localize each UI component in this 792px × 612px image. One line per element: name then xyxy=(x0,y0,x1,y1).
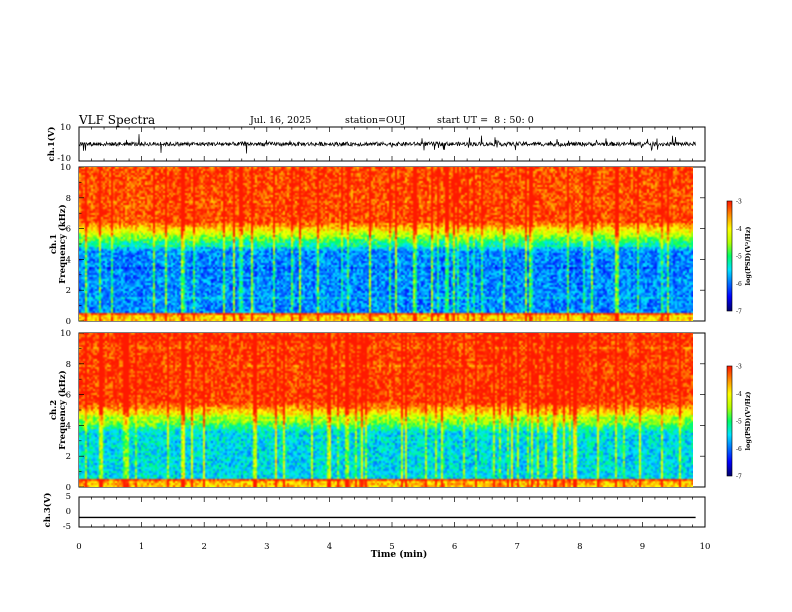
ch1-colorbar-label: log(PSD)(V²/Hz) xyxy=(744,227,752,286)
ch3-ytick-bottom: -5 xyxy=(63,522,71,532)
spec-ytick-label: 6 xyxy=(66,225,71,235)
x-tick-label: 2 xyxy=(201,542,206,552)
ch1-waveform-frame xyxy=(78,126,706,162)
ch3-ytick-top: 5 xyxy=(66,492,71,502)
ch1-ylabel: ch.1(V) xyxy=(46,127,57,162)
cbar2-tick-label: -5 xyxy=(736,419,742,426)
cbar1-tick-label: -6 xyxy=(736,281,742,288)
ch2-spectrogram-heatmap xyxy=(79,333,693,487)
ch2-colorbar-label: log(PSD)(V²/Hz) xyxy=(744,392,752,451)
start-ut-label: start UT = 8 : 50: 0 xyxy=(437,115,534,126)
ch1-spec-ylabel-line1: ch.1 xyxy=(49,234,59,254)
spec-ytick-label: 10 xyxy=(60,329,71,339)
spec-ytick-label: 2 xyxy=(66,286,71,296)
ch1-spec-ylabel-line2: Frequency (kHz) xyxy=(57,204,68,283)
cbar1-tick-label: -4 xyxy=(736,226,742,233)
spec-ytick-label: 6 xyxy=(66,391,71,401)
station-label: station=OUJ xyxy=(345,115,406,126)
x-tick-label: 8 xyxy=(577,542,582,552)
x-tick-label: 1 xyxy=(139,542,144,552)
ch1-spectrogram-panel: ch.1 Frequency (kHz) 0 2 4 6 8 10 xyxy=(49,163,705,327)
ch2-spectrogram-panel: ch.2 Frequency (kHz) 0 2 4 6 8 10 xyxy=(49,329,705,493)
ch2-spec-ylabel-line1: ch.2 xyxy=(49,400,59,420)
ch1-ytick-top: 10 xyxy=(60,123,71,133)
x-tick-label: 4 xyxy=(327,542,332,552)
spec-ytick-label: 10 xyxy=(60,163,71,173)
spec-ytick-label: 8 xyxy=(66,360,71,370)
cbar2-tick-label: -7 xyxy=(736,474,742,481)
cbar2-tick-label: -3 xyxy=(736,364,742,371)
ch1-waveform-panel: ch.1(V) 10 -10 xyxy=(46,123,696,164)
x-tick-label: 0 xyxy=(76,542,81,552)
cbar1-tick-label: -3 xyxy=(736,199,742,206)
ch1-colorbar-gradient xyxy=(727,201,732,311)
spec-ytick-label: 8 xyxy=(66,194,71,204)
x-tick-label: 6 xyxy=(452,542,457,552)
spec-ytick-label: 0 xyxy=(66,317,71,327)
ch3-waveform-panel: ch.3(V) 5 0 -5 xyxy=(42,492,696,532)
x-tick-label: 10 xyxy=(700,542,711,552)
cbar1-tick-label: -5 xyxy=(736,254,742,261)
cbar1-tick-label: -7 xyxy=(736,309,742,316)
date-label: Jul. 16, 2025 xyxy=(250,115,312,126)
ch1-ytick-bottom: -10 xyxy=(57,154,71,164)
x-tick-label: 3 xyxy=(264,542,269,552)
spec-ytick-label: 4 xyxy=(66,421,71,431)
ch2-spec-ylabel-line2: Frequency (kHz) xyxy=(57,370,68,449)
cbar2-tick-label: -6 xyxy=(736,446,742,453)
spec-ytick-label: 2 xyxy=(66,452,71,462)
x-tick-label: 9 xyxy=(640,542,645,552)
cbar2-tick-label: -4 xyxy=(736,391,742,398)
ch2-colorbar-gradient xyxy=(727,366,732,476)
ch1-colorbar: -3 -4 -5 -6 -7 log(PSD)(V²/Hz) xyxy=(726,199,752,316)
ch1-spectrogram-heatmap xyxy=(79,167,693,321)
spec-ytick-label: 0 xyxy=(66,483,71,493)
x-tick-label: 5 xyxy=(389,542,394,552)
cbar1-frame xyxy=(726,200,733,312)
ch3-ylabel: ch.3(V) xyxy=(42,493,53,528)
time-axis: 0 1 2 3 4 5 6 7 8 9 10 xyxy=(76,542,710,552)
spec-ytick-label: 4 xyxy=(66,255,71,265)
figure-title: VLF Spectra xyxy=(79,113,156,127)
ch3-ytick-mid: 0 xyxy=(66,507,71,517)
ch2-colorbar: -3 -4 -5 -6 -7 log(PSD)(V²/Hz) xyxy=(726,364,752,481)
x-axis-label: Time (min) xyxy=(371,549,428,560)
x-tick-label: 7 xyxy=(514,542,519,552)
cbar2-frame xyxy=(726,365,733,477)
ch1-waveform-line xyxy=(78,134,696,154)
